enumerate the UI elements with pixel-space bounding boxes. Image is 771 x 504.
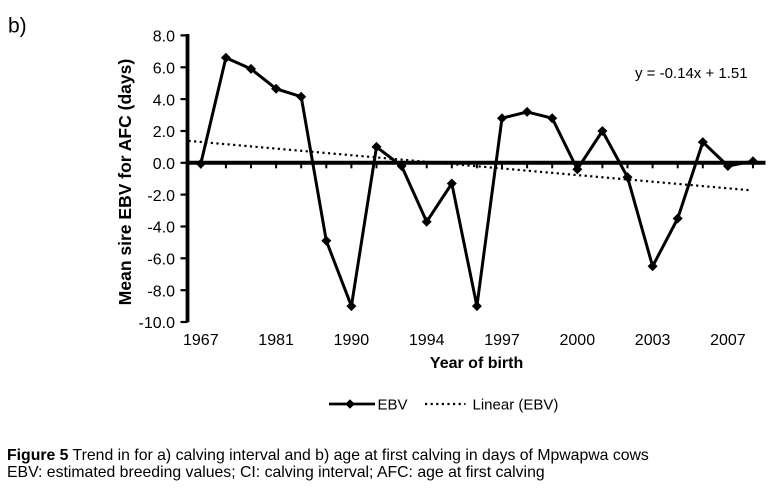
svg-text:-8.0: -8.0	[147, 283, 175, 300]
svg-text:8.0: 8.0	[153, 29, 175, 46]
svg-text:2007: 2007	[710, 332, 746, 349]
svg-text:b): b)	[8, 15, 27, 38]
svg-text:Linear (EBV): Linear (EBV)	[473, 396, 559, 413]
svg-text:EBV: estimated breeding values: EBV: estimated breeding values; CI: calv…	[7, 464, 545, 481]
svg-text:-10.0: -10.0	[139, 315, 176, 332]
svg-text:1981: 1981	[258, 332, 294, 349]
svg-text:Mean sire EBV for AFC (days): Mean sire EBV for AFC (days)	[115, 59, 135, 305]
svg-text:Figure 5 Trend in for a) calvi: Figure 5 Trend in for a) calving interva…	[7, 447, 649, 464]
svg-text:2003: 2003	[635, 332, 671, 349]
svg-text:Year of birth: Year of birth	[430, 355, 523, 372]
svg-text:-6.0: -6.0	[147, 252, 175, 269]
svg-text:-4.0: -4.0	[147, 220, 175, 237]
svg-text:1994: 1994	[409, 332, 445, 349]
svg-text:y = -0.14x + 1.51: y = -0.14x + 1.51	[635, 65, 748, 82]
svg-text:1997: 1997	[484, 332, 520, 349]
svg-text:2.0: 2.0	[153, 124, 175, 141]
svg-text:2000: 2000	[560, 332, 596, 349]
svg-text:0.0: 0.0	[153, 156, 175, 173]
svg-text:EBV: EBV	[378, 396, 408, 413]
svg-text:4.0: 4.0	[153, 92, 175, 109]
svg-text:-2.0: -2.0	[147, 188, 175, 205]
svg-text:1990: 1990	[334, 332, 370, 349]
svg-text:6.0: 6.0	[153, 61, 175, 78]
svg-text:1967: 1967	[183, 332, 219, 349]
